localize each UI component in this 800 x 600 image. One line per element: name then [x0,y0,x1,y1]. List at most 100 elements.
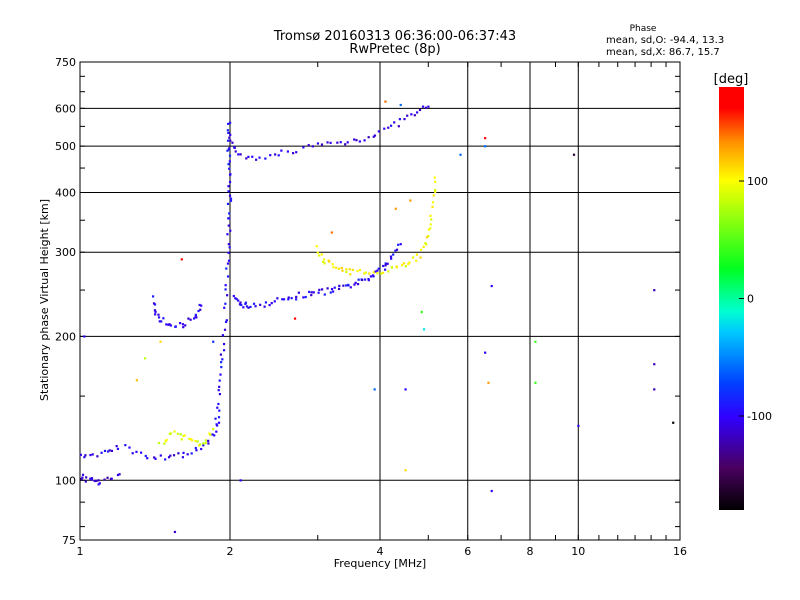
trace-point [329,141,332,144]
trace-point [247,155,250,158]
trace-point [361,278,364,282]
trace-point [228,246,231,249]
trace-point [342,284,345,287]
trace-point [116,447,120,450]
scatter-point [384,100,387,103]
trace-point [341,269,344,272]
trace-point [403,117,406,121]
scatter-point [173,530,177,534]
y-tick-label: 500 [55,140,76,153]
y-tick-label: 750 [55,56,76,69]
trace-point [106,450,110,453]
trace-point [316,142,320,145]
trace-point [227,148,230,151]
trace-point [395,248,399,251]
scatter-point [487,381,490,384]
trace-point [276,297,279,300]
trace-point [200,304,203,307]
trace-point [178,322,182,325]
trace-point [237,153,240,156]
trace-point [244,301,248,304]
trace-point [356,269,359,273]
trace-point [295,298,298,301]
trace-point [81,473,85,476]
trace-point [97,483,100,486]
trace-point [228,147,231,150]
trace-point [174,325,177,328]
trace-point [90,477,94,480]
trace-point [331,263,334,266]
y-axis-label: Stationary phase Virtual Height [km] [38,199,51,401]
trace-point [209,433,212,436]
trace-point [353,283,356,286]
trace-point [221,334,224,337]
trace-point [302,146,305,149]
trace-point [89,477,92,480]
trace-point [237,299,240,302]
trace-point [215,430,218,433]
trace-point [320,143,324,146]
trace-point [182,434,185,438]
trace-point [372,271,375,274]
trace-point [187,317,190,320]
trace-point [157,316,161,319]
trace-point [292,152,295,155]
trace-point [89,453,92,457]
trace-point [223,306,226,309]
trace-point [226,233,229,236]
scatter-point [404,469,407,472]
trace-point [394,249,397,252]
trace-point [184,324,187,327]
trace-point [367,279,370,282]
scatter-point [572,153,576,156]
trace-point [172,454,176,457]
x-tick-label: 8 [527,545,534,558]
trace-point [376,272,379,275]
trace-point [228,167,231,170]
trace-point [269,154,272,157]
trace-point [249,305,252,309]
trace-point [337,287,341,291]
trace-point [214,417,217,420]
trace-point [226,294,229,297]
trace-point [83,456,86,459]
trace-point [310,293,313,297]
trace-point [255,158,258,161]
trace-point [422,245,425,248]
trace-point [194,446,197,450]
trace-point [259,303,262,306]
trace-point [363,278,367,281]
trace-point [81,476,84,479]
trace-point [407,262,410,266]
trace-point [384,262,387,265]
trace-point [152,302,156,305]
trace-point [357,278,360,281]
trace-point [229,197,233,200]
trace-point [202,444,205,447]
trace-point [165,438,168,442]
chart-subtitle: RwPretec (8p) [349,42,440,57]
trace-point [218,392,222,396]
trace-point [227,251,230,254]
trace-point [419,256,422,259]
trace-point [229,139,232,142]
trace-point [263,305,266,308]
scatter-point [143,357,147,360]
trace-point [163,442,166,445]
trace-point [115,445,118,448]
trace-point [157,313,160,316]
trace-point [100,451,103,454]
trace-point [186,453,189,456]
trace-point [287,296,290,299]
trace-point [345,268,348,271]
trace-point [252,302,256,305]
trace-point [232,294,235,298]
trace-point [380,272,383,275]
trace-point [194,439,197,443]
trace-point [400,264,404,267]
trace-point [371,274,375,277]
trace-point [226,149,229,152]
trace-point [239,153,242,156]
trace-point [242,306,245,309]
